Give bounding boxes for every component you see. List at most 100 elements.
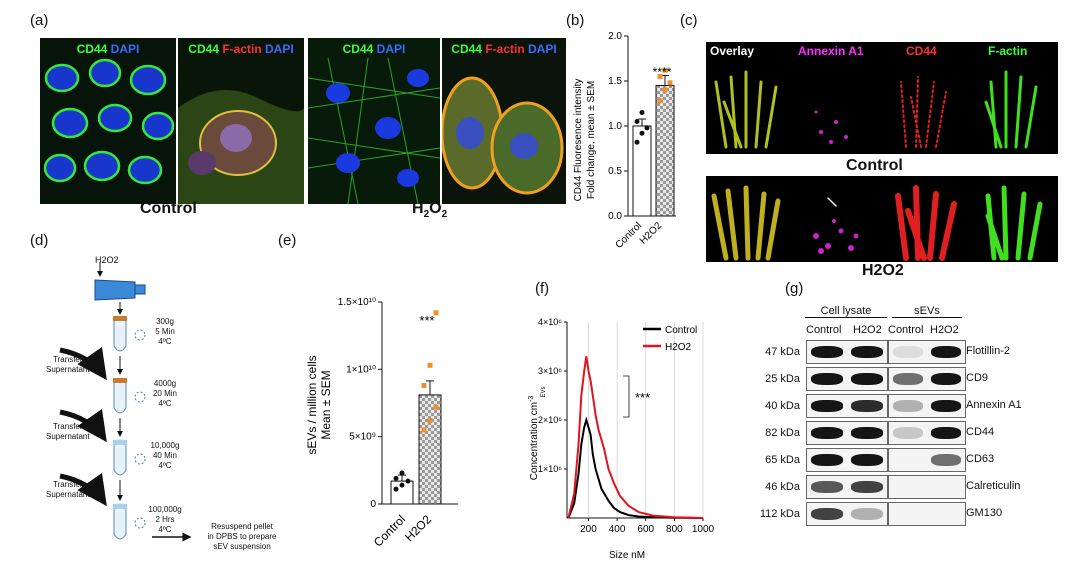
significance-bracket <box>623 375 630 418</box>
y-tick-label: 0.0 <box>608 211 622 222</box>
y-tick-label: 1×10⁶ <box>538 464 562 474</box>
caption-dapi: DAPI <box>110 42 140 56</box>
transfer-arrow <box>59 346 107 381</box>
transfer-arrow <box>59 472 107 507</box>
blot-band <box>931 400 961 412</box>
blot-band <box>851 481 883 493</box>
data-point <box>662 87 668 93</box>
panel-label-e: (e) <box>278 232 297 249</box>
channel-annexin-a1: Annexin A1 <box>798 44 864 58</box>
chart-e: sEVs / million cells Mean ± SEM 0 5×10⁹ 1×… <box>305 297 458 549</box>
h-letter: H <box>412 200 424 217</box>
y-tick-label: 1.5×10¹⁰ <box>338 297 376 308</box>
caption-cd44: CD44 <box>342 42 374 56</box>
data-point <box>421 427 427 433</box>
data-point <box>639 110 645 115</box>
blot-box <box>888 502 966 526</box>
y-tick-label: 1×10¹⁰ <box>346 364 376 375</box>
centrifuge-step-2: 4000g 20 Min 4ºC <box>145 379 185 409</box>
x-tick-label: 1000 <box>692 524 715 535</box>
blot-box <box>888 394 966 418</box>
g-col-control-1: Control <box>806 324 842 336</box>
x-tick-label: 800 <box>666 524 683 535</box>
y-tick-label: 0 <box>370 499 376 510</box>
chart-f-xlabel: Size nM <box>609 550 645 561</box>
y-tick-label: 0.5 <box>608 166 622 177</box>
blot-band <box>811 481 843 493</box>
g-col-h2o2-2: H2O2 <box>930 324 959 336</box>
y-tick-label: 1.0 <box>608 121 622 132</box>
chart-b-ylabel-2: Fold change, mean ± SEM <box>586 81 597 199</box>
chart-b-significance: **** <box>653 65 672 79</box>
tube-cap-icon <box>113 504 127 509</box>
blot-band <box>893 427 923 439</box>
tube-cap-icon <box>113 316 127 321</box>
chart-f-significance: *** <box>635 390 650 405</box>
blot-box <box>888 475 966 499</box>
protein-label: Annexin A1 <box>966 399 1022 411</box>
chart-b: CD44 Fluoresence intensity Fold change, … <box>573 31 676 251</box>
channel-cd44: CD44 <box>906 44 937 58</box>
protein-label: CD63 <box>966 453 995 465</box>
data-point <box>427 418 433 424</box>
step-temp: 4ºC <box>158 461 172 470</box>
centrifuge-step-3: 10,000g 40 Min 4ºC <box>145 441 185 471</box>
panel-label-d: (d) <box>30 232 49 249</box>
blot-band <box>893 400 923 412</box>
kda-label: 25 kDa <box>765 373 800 385</box>
blot-band <box>811 454 843 466</box>
blot-box <box>888 448 966 472</box>
chart-e-bars <box>390 310 442 505</box>
micrograph-h2o2-cd44-factin-dapi: CD44 F-actin DAPI <box>442 38 566 204</box>
blot-box <box>806 448 888 472</box>
micrograph-caption-2: CD44 F-actin DAPI <box>178 42 304 56</box>
blot-band <box>851 454 883 466</box>
x-tick-label: 400 <box>609 524 626 535</box>
transfer-text: Transfer <box>53 422 83 431</box>
group-label-control-a: Control <box>140 200 197 217</box>
blot-band <box>851 508 883 520</box>
data-point <box>634 139 640 145</box>
blot-box <box>806 340 888 364</box>
blot-band <box>931 346 961 358</box>
data-point <box>657 74 663 79</box>
chart-e-ylabel-2: Mean ± SEM <box>319 370 333 439</box>
group-label-h2o2-a: H2O2 <box>412 200 447 220</box>
step-temp: 4ºC <box>158 337 172 346</box>
centrifuge-step-1: 300g 5 Min 4ºC <box>145 317 185 347</box>
chart-e-significance: *** <box>419 313 434 328</box>
blot-band <box>893 373 923 385</box>
resuspend-line-2: in DPBS to prepare <box>207 532 277 541</box>
sub-2: 2 <box>441 209 448 221</box>
blot-box <box>806 421 888 445</box>
data-point <box>433 404 439 410</box>
transfer-arrow <box>59 408 107 443</box>
channel-factin: F-actin <box>988 44 1028 58</box>
supernatant-text: Supernatant <box>46 432 90 441</box>
centrifuge-step-4: 100,000g 2 Hrs 4ºC <box>145 505 185 535</box>
protein-label: GM130 <box>966 507 1003 519</box>
caption-factin: F-actin <box>485 42 525 56</box>
chart-b-ylabel-1: CD44 Fluoresence intensity <box>573 79 584 202</box>
panel-label-b: (b) <box>566 12 585 29</box>
centrifuge-icon <box>134 453 146 465</box>
x-tick-label: 200 <box>580 524 597 535</box>
step-speed: 300g <box>156 317 174 326</box>
panel-label-g: (g) <box>785 280 804 297</box>
kda-label: 65 kDa <box>765 454 800 466</box>
tube-icon <box>113 381 127 414</box>
chart-b-axis: 0.0 0.5 1.0 1.5 2.0 <box>608 31 676 222</box>
blot-band <box>851 427 883 439</box>
data-point <box>427 362 433 368</box>
resuspend-label: Resuspend pellet in DPBS to prepare sEV su… <box>196 522 288 552</box>
ylabel-sup: -3 <box>528 396 535 402</box>
culture-flask-icon <box>94 279 146 301</box>
blot-band <box>851 346 883 358</box>
bar-h2o2 <box>655 85 675 217</box>
caption-factin: F-actin <box>222 42 262 56</box>
data-point <box>393 475 399 481</box>
tube-cap-icon <box>113 440 127 445</box>
data-point <box>639 130 645 136</box>
g-col-h2o2-1: H2O2 <box>853 324 882 336</box>
g-header-lysate: Cell lysate <box>805 305 887 318</box>
